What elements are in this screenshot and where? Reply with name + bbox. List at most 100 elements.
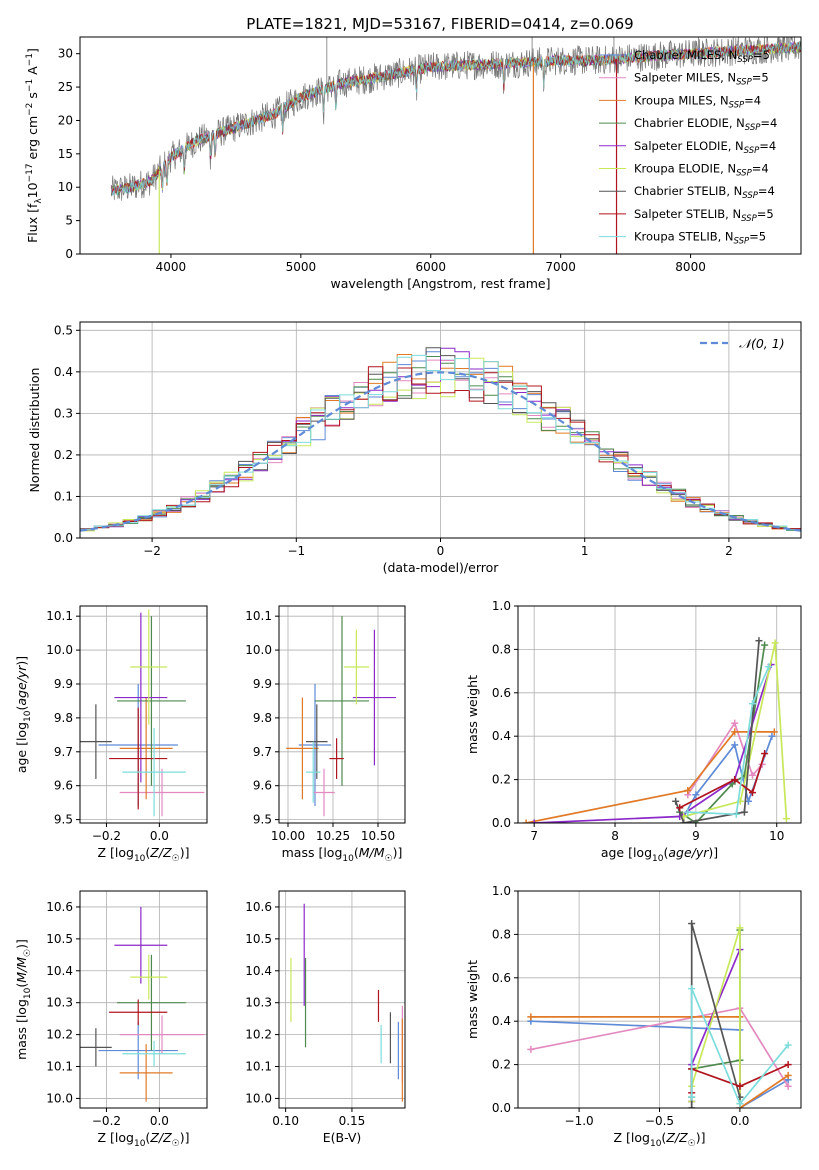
y-tick-label: 10.6 xyxy=(46,900,73,914)
mass-weight-marker xyxy=(736,1082,744,1090)
x-axis-label: (data-model)/error xyxy=(383,560,500,575)
mass-weight-marker xyxy=(731,741,739,749)
y-tick-label: 10.1 xyxy=(46,1060,73,1074)
errorbar-point xyxy=(117,616,186,786)
errorbar-point xyxy=(130,954,168,1000)
x-tick-label: 2 xyxy=(725,544,733,558)
legend-entry: Kroupa ELODIE, NSSP=4 xyxy=(634,162,769,179)
spectrum-legend: Chabrier MILES, NSSP=5 Salpeter MILES, NS… xyxy=(599,48,777,247)
mass-weight-marker xyxy=(748,700,756,708)
mass-weight-line xyxy=(679,753,766,809)
y-axis-label: mass weight xyxy=(465,675,480,754)
axes-frame xyxy=(79,605,208,824)
x-tick-label: 0 xyxy=(437,544,445,558)
y-tick-label: 0.4 xyxy=(54,365,73,379)
errorbar-point xyxy=(119,1015,205,1054)
errorbar-point xyxy=(119,768,205,817)
x-axis-label: mass [log10(M/M☉)] xyxy=(282,845,403,864)
mass-weight-marker xyxy=(748,771,756,779)
axes-residual_hist: −2 −1 0 1 2 0.0 0.1 0.2 0.3 0.4 0.5 (data-model)/er… xyxy=(27,321,802,575)
x-tick-label: −1.0 xyxy=(565,1114,594,1128)
y-tick-label: 10.2 xyxy=(245,1028,272,1042)
plot-area-weight_vs_Z xyxy=(527,920,792,1108)
axes-age_vs_Z: −0.2 0.0 9.5 9.6 9.7 9.8 9.9 10.0 10.1 Z [log10(Z… xyxy=(14,605,208,864)
x-tick-label: −0.5 xyxy=(645,1114,674,1128)
x-axis-label: Z [log10(Z/Z☉)] xyxy=(98,1130,190,1149)
x-tick-label: 0.10 xyxy=(272,1114,299,1128)
legend-entry: Chabrier MILES, NSSP=5 xyxy=(634,48,770,65)
plot-area-weight_vs_age xyxy=(522,637,790,823)
x-tick-label: −1 xyxy=(287,544,305,558)
y-tick-label: 0.6 xyxy=(492,971,511,985)
panel-weight_vs_Z: −1.0 −0.5 0.0 0.0 0.2 0.4 0.6 0.8 1.0 Z [log10(Z/… xyxy=(465,884,802,1149)
histogram-step-line xyxy=(80,347,801,531)
mass-weight-marker xyxy=(676,804,684,812)
axes-frame xyxy=(79,890,208,1109)
mass-weight-marker xyxy=(736,1100,744,1108)
figure-title: PLATE=1821, MJD=53167, FIBERID=0414, z=0… xyxy=(246,15,633,33)
mass-weight-marker xyxy=(765,663,773,671)
x-tick-label: −2 xyxy=(143,544,161,558)
y-tick-label: 10.6 xyxy=(245,900,272,914)
y-tick-label: 0.2 xyxy=(54,448,73,462)
mass-weight-line xyxy=(674,640,760,823)
y-tick-label: 25 xyxy=(58,80,73,94)
mass-weight-marker xyxy=(684,808,692,816)
legend-entry: Kroupa STELIB, NSSP=5 xyxy=(634,230,766,247)
mass-weight-marker xyxy=(771,639,779,647)
y-tick-label: 10.0 xyxy=(46,643,73,657)
mass-weight-marker xyxy=(784,1061,792,1069)
legend-entry: Salpeter ELODIE, NSSP=4 xyxy=(634,139,776,156)
y-tick-label: 10 xyxy=(58,180,73,194)
mass-weight-line xyxy=(690,988,789,1106)
errorbar-point xyxy=(343,629,369,705)
errorbar-point xyxy=(109,999,168,1026)
y-tick-label: 9.9 xyxy=(54,677,73,691)
legend-entry: 𝒩(0, 1) xyxy=(739,336,785,351)
errorbar-point xyxy=(80,1028,112,1067)
axes-age_vs_mass: 10.00 10.25 10.50 9.5 9.6 9.7 9.8 9.9 10.0 10.1 ma… xyxy=(245,605,406,864)
y-tick-label: 0 xyxy=(65,247,73,261)
errorbar-point xyxy=(80,704,112,779)
y-tick-label: 10.3 xyxy=(245,996,272,1010)
errorbar-point xyxy=(114,906,168,984)
mass-weight-marker xyxy=(748,789,756,797)
axes-frame xyxy=(278,890,406,1109)
panel-spectrum: 4000 5000 6000 7000 8000 0 5 10 15 20 25 30 waveleng… xyxy=(25,36,802,291)
x-tick-label: 8000 xyxy=(675,260,706,274)
axes-spectrum: 4000 5000 6000 7000 8000 0 5 10 15 20 25 30 waveleng… xyxy=(25,36,802,291)
y-tick-label: 0.0 xyxy=(54,531,73,545)
panel-mass_vs_ebv: 0.10 0.15 10.0 10.1 10.2 10.3 10.4 10.5 10.6 E(B-… xyxy=(245,890,406,1145)
legend-entry: Chabrier ELODIE, NSSP=4 xyxy=(634,116,777,133)
y-axis-label: Normed distribution xyxy=(27,368,42,493)
plot-area-residual_hist xyxy=(80,347,801,532)
mass-weight-line xyxy=(525,731,775,823)
axes-mass_vs_ebv: 0.10 0.15 10.0 10.1 10.2 10.3 10.4 10.5 10.6 E(B-… xyxy=(245,890,406,1145)
x-tick-label: 1 xyxy=(581,544,589,558)
mass-weight-line xyxy=(683,642,788,819)
legend-entry: Kroupa MILES, NSSP=4 xyxy=(634,93,761,110)
y-tick-label: 0.8 xyxy=(492,642,511,656)
y-tick-label: 9.6 xyxy=(253,779,272,793)
mass-weight-marker xyxy=(684,786,692,794)
panel-mass_vs_Z: −0.2 0.0 10.0 10.1 10.2 10.3 10.4 10.5 10.6 Z [lo… xyxy=(14,890,208,1149)
mass-weight-marker xyxy=(731,776,739,784)
mass-weight-marker xyxy=(755,637,763,645)
x-tick-label: 9 xyxy=(692,829,700,843)
errorbar-point xyxy=(119,697,173,800)
x-tick-label: 10 xyxy=(769,829,784,843)
x-tick-label: 7 xyxy=(530,829,538,843)
legend-entry: Chabrier STELIB, NSSP=4 xyxy=(634,184,775,201)
errorbar-point xyxy=(329,738,344,779)
y-tick-label: 10.1 xyxy=(46,609,73,623)
errorbar-point xyxy=(306,704,328,779)
plot-area-age_vs_Z xyxy=(80,609,205,817)
mass-weight-marker xyxy=(688,985,696,993)
y-axis-label: mass [log10(M/M☉)] xyxy=(14,939,33,1060)
mass-weight-marker xyxy=(530,819,538,823)
x-tick-label: 0.0 xyxy=(150,1114,169,1128)
mass-weight-marker xyxy=(688,1104,696,1108)
plot-area-spectrum xyxy=(110,37,801,254)
y-tick-label: 10.0 xyxy=(245,643,272,657)
x-tick-label: 0.0 xyxy=(150,829,169,843)
